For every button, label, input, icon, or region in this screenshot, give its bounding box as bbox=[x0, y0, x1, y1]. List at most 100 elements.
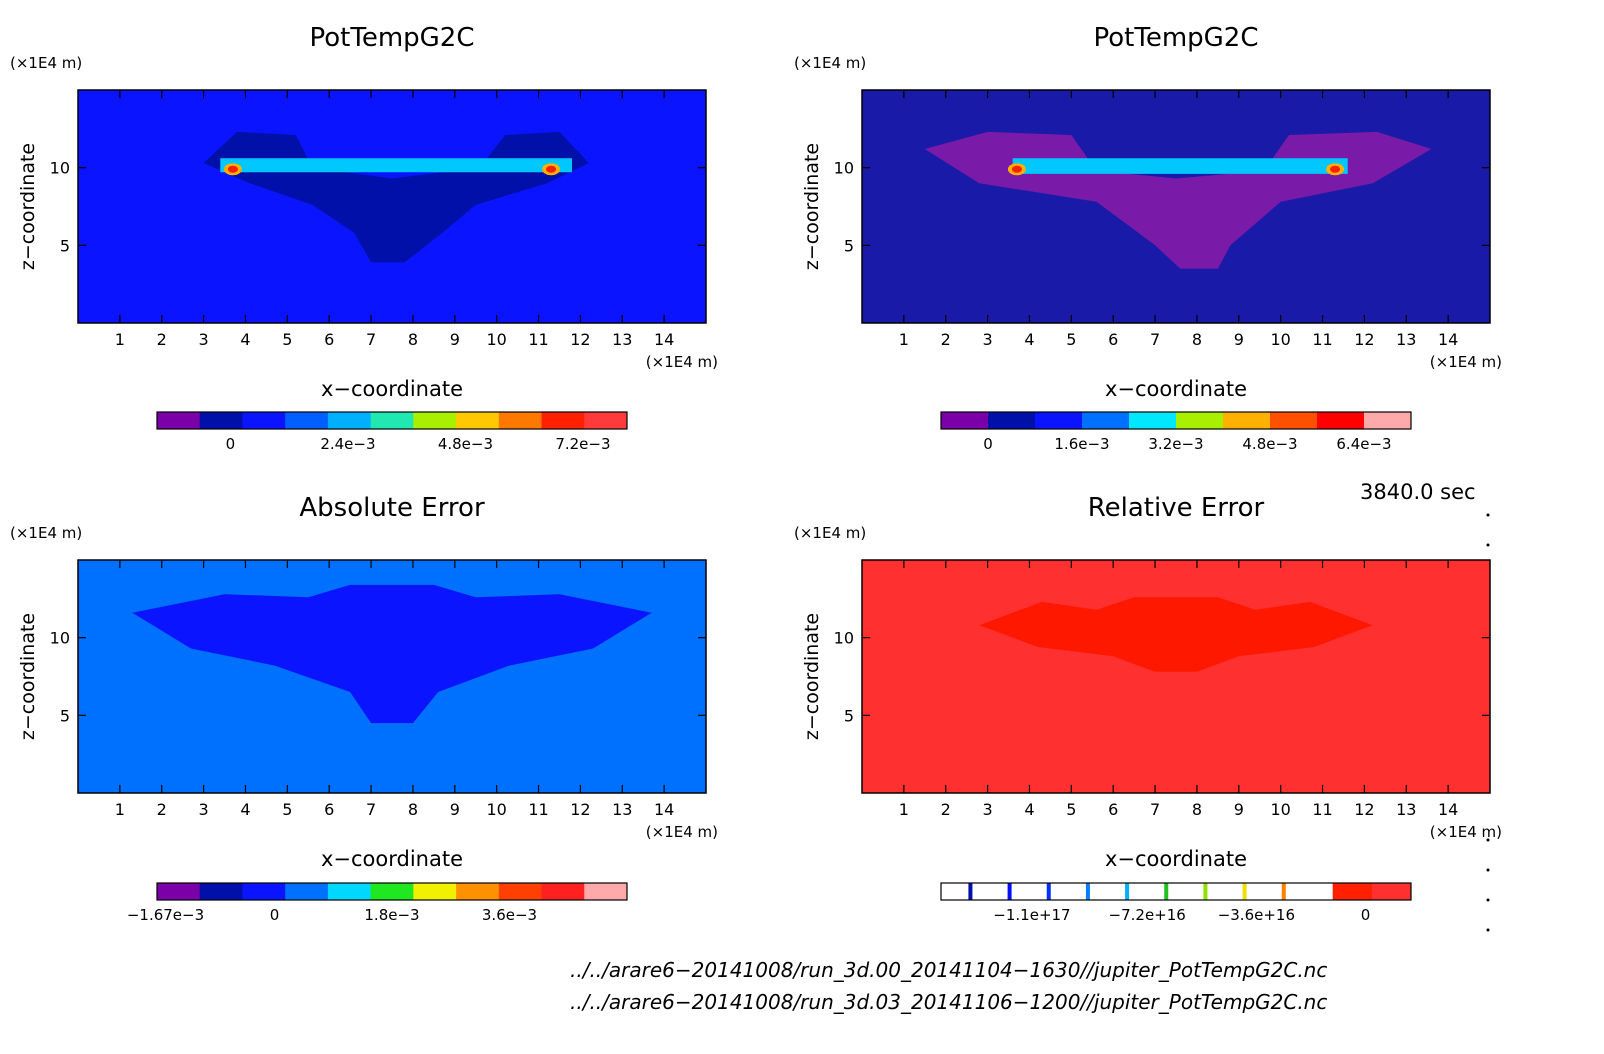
colorbar-segment bbox=[1176, 412, 1224, 429]
x-unit-label: (×1E4 m) bbox=[646, 823, 718, 841]
x-tick-label: 3 bbox=[983, 330, 993, 349]
y-axis-label: z−coordinate bbox=[801, 143, 823, 270]
x-unit-label: (×1E4 m) bbox=[1430, 823, 1502, 841]
y-axis-label: z−coordinate bbox=[17, 143, 39, 270]
colorbar-segment bbox=[456, 883, 500, 900]
x-tick-label: 5 bbox=[282, 330, 292, 349]
colorbar-tick-label: 4.8e−3 bbox=[438, 435, 493, 453]
margin-dot bbox=[1486, 868, 1490, 872]
x-tick-label: 3 bbox=[199, 800, 209, 819]
field-contour-1 bbox=[132, 584, 652, 724]
x-tick-label: 9 bbox=[1234, 330, 1244, 349]
chart-panel-4: Relative Error(×1E4 m)1 2 3 4 5 6 7 8 9 10 11 12 13 1… bbox=[794, 493, 1502, 924]
colorbar-segment bbox=[327, 412, 372, 429]
x-axis-label: x−coordinate bbox=[321, 377, 463, 401]
x-tick-label: 2 bbox=[941, 800, 951, 819]
colorbar-segment bbox=[199, 412, 243, 429]
hotspot-core-2 bbox=[1330, 165, 1341, 173]
colorbar-segment bbox=[199, 883, 243, 900]
x-tick-label: 9 bbox=[450, 800, 460, 819]
x-axis-label: x−coordinate bbox=[1105, 377, 1247, 401]
colorbar-segment bbox=[541, 412, 585, 429]
colorbar-segment bbox=[285, 412, 329, 429]
colorbar-segment bbox=[413, 412, 457, 429]
colorbar-segment bbox=[1097, 883, 1138, 900]
x-tick-label: 9 bbox=[450, 330, 460, 349]
y-unit-label: (×1E4 m) bbox=[10, 524, 82, 542]
colorbar-tick-label: 0 bbox=[226, 435, 236, 453]
x-tick-label: 4 bbox=[1024, 800, 1034, 819]
x-tick-label: 1 bbox=[115, 330, 125, 349]
x-tick-label: 1 bbox=[899, 330, 909, 349]
colorbar-segment bbox=[456, 412, 500, 429]
colorbar-segment bbox=[1332, 883, 1373, 900]
x-tick-label: 4 bbox=[1024, 330, 1034, 349]
x-tick-label: 3 bbox=[983, 800, 993, 819]
plot-frame bbox=[77, 559, 707, 794]
x-tick-label: 12 bbox=[570, 800, 590, 819]
x-tick-label: 7 bbox=[1150, 330, 1160, 349]
colorbar-tick-label: 3.6e−3 bbox=[482, 906, 537, 924]
colorbar-segment bbox=[941, 883, 981, 900]
x-tick-label: 1 bbox=[115, 800, 125, 819]
x-unit-label: (×1E4 m) bbox=[646, 353, 718, 371]
colorbar-frame bbox=[156, 882, 628, 901]
x-tick-label: 7 bbox=[1150, 800, 1160, 819]
chart-title: PotTempG2C bbox=[310, 23, 475, 53]
x-tick-label: 9 bbox=[1234, 800, 1244, 819]
x-tick-label: 12 bbox=[1354, 800, 1374, 819]
x-tick-label: 8 bbox=[1192, 330, 1202, 349]
plot-frame bbox=[861, 89, 1491, 324]
x-tick-label: 8 bbox=[408, 800, 418, 819]
y-tick-label: 5 bbox=[844, 706, 854, 725]
colorbar-line bbox=[1242, 883, 1247, 900]
colorbar-tick-label: 6.4e−3 bbox=[1336, 435, 1391, 453]
x-tick-label: 1 bbox=[899, 800, 909, 819]
x-tick-label: 13 bbox=[1396, 330, 1416, 349]
field-contour-3 bbox=[287, 163, 497, 170]
x-tick-label: 4 bbox=[240, 330, 250, 349]
x-tick-label: 5 bbox=[282, 800, 292, 819]
colorbar-line bbox=[1085, 883, 1090, 900]
colorbar-segment bbox=[285, 883, 329, 900]
x-tick-label: 13 bbox=[612, 330, 632, 349]
y-tick-label: 10 bbox=[50, 629, 70, 648]
x-tick-label: 5 bbox=[1066, 330, 1076, 349]
x-tick-label: 14 bbox=[654, 800, 674, 819]
colorbar-tick-label: −3.6e+16 bbox=[1218, 906, 1295, 924]
colorbar-tick-label: 0 bbox=[270, 906, 280, 924]
colorbar-segment bbox=[1317, 412, 1365, 429]
y-unit-label: (×1E4 m) bbox=[794, 524, 866, 542]
y-axis-label: z−coordinate bbox=[17, 613, 39, 740]
colorbar-tick-label: 0 bbox=[983, 435, 993, 453]
chart-panel-1: PotTempG2C(×1E4 m)1 2 3 4 5 6 7 8 9 10 11 12 13 14510… bbox=[10, 23, 718, 453]
x-tick-label: 14 bbox=[1438, 800, 1458, 819]
x-tick-label: 14 bbox=[654, 330, 674, 349]
x-tick-label: 8 bbox=[1192, 800, 1202, 819]
colorbar-tick-label: 3.2e−3 bbox=[1148, 435, 1203, 453]
hotspot-core-2 bbox=[546, 165, 557, 173]
plot-frame bbox=[861, 559, 1491, 794]
colorbar-segment bbox=[370, 412, 414, 429]
colorbar-segment bbox=[941, 412, 989, 429]
time-label: 3840.0 sec bbox=[1360, 480, 1476, 504]
x-tick-label: 10 bbox=[486, 800, 506, 819]
colorbar-segment bbox=[1035, 412, 1083, 429]
x-tick-label: 2 bbox=[157, 800, 167, 819]
colorbar-tick-label: 1.8e−3 bbox=[364, 906, 419, 924]
x-tick-label: 2 bbox=[157, 330, 167, 349]
y-unit-label: (×1E4 m) bbox=[794, 54, 866, 72]
x-tick-label: 10 bbox=[486, 330, 506, 349]
chart-title: PotTempG2C bbox=[1094, 23, 1259, 53]
colorbar-tick-label: −7.2e+16 bbox=[1109, 906, 1186, 924]
colorbar-line bbox=[1203, 883, 1208, 900]
field-contour-1 bbox=[979, 597, 1373, 672]
x-tick-label: 6 bbox=[1108, 330, 1118, 349]
x-tick-label: 6 bbox=[1108, 800, 1118, 819]
margin-dot bbox=[1486, 838, 1490, 842]
x-tick-label: 12 bbox=[570, 330, 590, 349]
y-tick-label: 10 bbox=[834, 629, 854, 648]
margin-dot bbox=[1486, 543, 1490, 547]
x-tick-label: 10 bbox=[1270, 800, 1290, 819]
colorbar-frame bbox=[940, 411, 1412, 430]
